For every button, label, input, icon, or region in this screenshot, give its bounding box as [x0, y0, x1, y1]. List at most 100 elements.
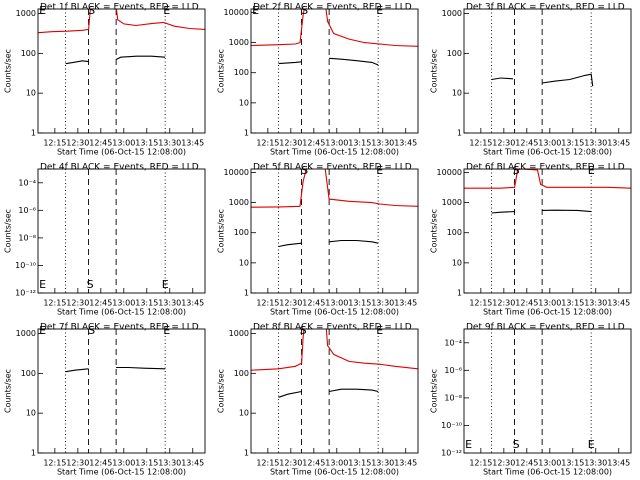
y-tick-label: 10	[26, 409, 36, 418]
y-tick-label: 10⁻¹²	[441, 449, 462, 458]
y-tick-label: 1	[244, 289, 249, 298]
plot-frame	[37, 168, 206, 294]
y-axis-label: Counts/sec	[430, 209, 439, 253]
annotation: S	[88, 4, 95, 17]
x-tick-label: 12:30	[492, 299, 515, 308]
x-tick-label: 12:15	[43, 299, 66, 308]
x-tick-label: 13:30	[584, 139, 607, 148]
panel: 1 10 100 1000 10000 12:15 12:30 12:45 13:00 13:15…	[217, 3, 419, 157]
x-tick-label: 13:15	[561, 459, 584, 468]
x-axis-label: Start Time (06-Oct-15 12:08:00)	[270, 308, 399, 317]
y-tick-label: 1	[244, 129, 249, 138]
y-tick-label: 10⁻¹⁰	[441, 421, 462, 430]
x-tick-label: 12:45	[515, 299, 538, 308]
x-tick-label: 13:00	[112, 139, 135, 148]
x-tick-label: 13:00	[325, 459, 348, 468]
plot-frame	[463, 8, 632, 134]
y-axis-label: Counts/sec	[4, 49, 13, 93]
x-tick-label: 12:30	[492, 139, 515, 148]
x-tick-label: 12:45	[302, 459, 325, 468]
data-line	[38, 9, 205, 34]
y-tick-label: 10000	[437, 168, 462, 177]
y-tick-label: 1	[457, 289, 462, 298]
x-tick-label: 12:15	[469, 459, 492, 468]
chart-title: Det 7f BLACK = Events, RED = LLD	[40, 323, 199, 333]
y-tick-label: 100	[21, 369, 36, 378]
panel: 1 10 100 1000 10000 12:15 12:30 12:45 13:00 13:15…	[217, 163, 419, 317]
annotation: S	[300, 324, 307, 337]
x-tick-label: 13:15	[348, 139, 371, 148]
x-tick-label: 12:15	[43, 139, 66, 148]
panel: 1 10 100 1000 12:15 12:30 12:45 13:00 13:15 13:30…	[430, 3, 632, 157]
y-tick-label: 10	[452, 89, 462, 98]
x-tick-label: 13:45	[394, 299, 417, 308]
x-axis-label: Start Time (06-Oct-15 12:08:00)	[270, 148, 399, 157]
x-tick-label: 12:15	[256, 299, 279, 308]
panel: 1 10 100 1000 12:15 12:30 12:45 13:00 13:15 13:30…	[4, 3, 206, 157]
annotation: E	[588, 438, 595, 451]
x-tick-label: 13:15	[135, 459, 158, 468]
annotation: E	[39, 324, 46, 337]
annotation: S	[301, 164, 308, 177]
x-tick-label: 13:30	[371, 459, 394, 468]
x-tick-label: 13:00	[538, 139, 561, 148]
x-tick-label: 12:30	[492, 459, 515, 468]
chart-title: Det 4f BLACK = Events, RED = LLD	[40, 163, 199, 173]
x-tick-label: 13:00	[112, 459, 135, 468]
y-tick-label: 100	[234, 369, 249, 378]
y-tick-label: 10	[26, 89, 36, 98]
data-line	[65, 366, 166, 373]
x-tick-label: 13:30	[371, 299, 394, 308]
y-tick-label: 1	[457, 129, 462, 138]
x-tick-label: 13:45	[394, 139, 417, 148]
chart-title: Det 5f BLACK = Events, RED = LLD	[253, 163, 412, 173]
x-tick-label: 13:30	[158, 139, 181, 148]
x-axis-label: Start Time (06-Oct-15 12:08:00)	[483, 148, 612, 157]
x-tick-label: 13:15	[561, 139, 584, 148]
y-tick-label: 10⁻⁴	[18, 178, 36, 187]
y-axis-label: Counts/sec	[217, 369, 226, 413]
data-line	[278, 57, 379, 66]
y-tick-label: 1	[31, 449, 36, 458]
y-tick-label: 1000	[229, 38, 249, 47]
y-tick-label: 10	[452, 258, 462, 267]
panel: 1 10 100 1000 12:15 12:30 12:45 13:00 13:15 13:30…	[4, 323, 206, 477]
x-axis-label: Start Time (06-Oct-15 12:08:00)	[57, 148, 186, 157]
y-tick-label: 1000	[16, 9, 36, 18]
annotation: E	[376, 164, 383, 177]
panel: 1 10 100 1000 10000 12:15 12:30 12:45 13:00 13:15…	[430, 163, 632, 317]
annotation: E	[162, 278, 169, 291]
chart-title: Det 1f BLACK = Events, RED = LLD	[40, 3, 199, 13]
plot-frame	[250, 328, 419, 454]
x-tick-label: 12:45	[302, 299, 325, 308]
y-tick-label: 10⁻⁸	[444, 393, 462, 402]
annotation: S	[88, 324, 95, 337]
y-tick-label: 10⁻⁶	[444, 366, 462, 375]
annotation: E	[376, 324, 383, 337]
x-tick-label: 13:00	[325, 139, 348, 148]
annotation: S	[87, 278, 94, 291]
x-tick-label: 13:45	[607, 459, 630, 468]
data-line	[464, 169, 631, 189]
data-line	[491, 209, 592, 214]
plot-frame	[250, 8, 419, 134]
chart-title: Det 8f BLACK = Events, RED = LLD	[253, 323, 412, 333]
chart-title: Det 9f BLACK = Events, RED = LLD	[466, 323, 625, 333]
x-tick-label: 13:30	[371, 139, 394, 148]
annotation: E	[252, 4, 259, 17]
x-tick-label: 12:30	[279, 299, 302, 308]
y-axis-label: Counts/sec	[430, 369, 439, 413]
plot-frame	[463, 328, 632, 454]
x-axis-label: Start Time (06-Oct-15 12:08:00)	[270, 468, 399, 477]
x-tick-label: 13:30	[158, 299, 181, 308]
x-axis-label: Start Time (06-Oct-15 12:08:00)	[57, 468, 186, 477]
y-tick-label: 100	[447, 228, 462, 237]
plot-frame	[250, 168, 419, 294]
panel: 1 10 100 1000 12:15 12:30 12:45 13:00 13:15 13:30…	[217, 323, 419, 477]
annotation: E	[465, 438, 472, 451]
y-tick-label: 100	[234, 228, 249, 237]
plot-frame	[37, 328, 206, 454]
annotation: S	[301, 4, 308, 17]
y-tick-label: 1000	[229, 329, 249, 338]
